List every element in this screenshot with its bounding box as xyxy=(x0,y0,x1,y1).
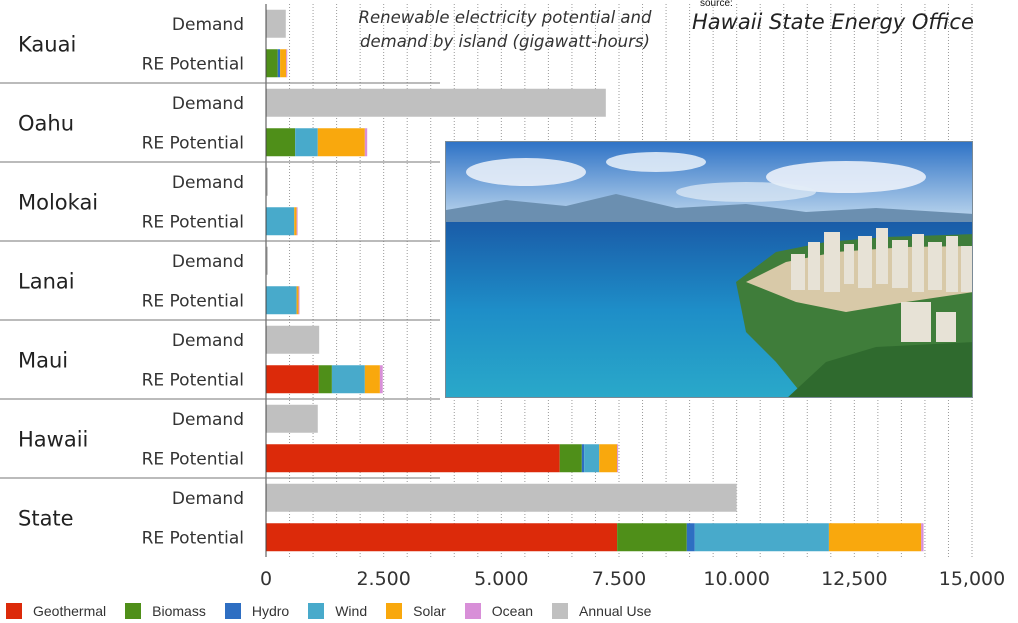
x-axis-ticks: 0 2.500 5.000 7.500 10.000 12,500 15,000 xyxy=(260,568,1005,590)
legend-item: Annual Use xyxy=(552,603,651,619)
bar-segment-wind xyxy=(584,444,600,473)
row-label: Demand xyxy=(172,410,244,430)
row-label: RE Potential xyxy=(142,133,244,153)
source-name: Hawaii State Energy Office xyxy=(692,10,974,34)
island-label: Kauai xyxy=(18,33,76,57)
bar-segment-ocean xyxy=(364,128,368,157)
bar-segment-geothermal xyxy=(266,523,618,552)
bar-segment-solar xyxy=(828,523,922,552)
bar-segment-ocean xyxy=(298,286,300,315)
legend-label: Hydro xyxy=(251,603,290,619)
bar-segment-annual-use xyxy=(266,9,286,38)
row-label: Demand xyxy=(172,489,244,509)
row-label: RE Potential xyxy=(142,54,244,74)
bar-segment-biomass xyxy=(559,444,582,473)
bar-segment-annual-use xyxy=(266,483,737,512)
legend-swatch xyxy=(125,603,142,619)
honolulu-coastline-photo xyxy=(445,141,973,398)
x-tick-label: 12,500 xyxy=(821,568,887,590)
chart-title: Renewable electricity potential and dema… xyxy=(358,8,652,51)
bar-segment-annual-use xyxy=(266,88,606,117)
legend: Geothermal Biomass Hydro Wind Solar Ocean Annu… xyxy=(6,601,670,621)
x-tick-label: 0 xyxy=(260,568,272,590)
bar-segment-geothermal xyxy=(266,444,560,473)
group-separators xyxy=(0,4,440,557)
bar-segment-wind xyxy=(266,286,297,315)
bar-segment-annual-use xyxy=(266,167,268,196)
legend-swatch xyxy=(6,603,22,619)
row-label: Demand xyxy=(172,15,244,35)
legend-label: Solar xyxy=(413,603,446,619)
bar-segment-hydro xyxy=(277,49,281,78)
bar-segment-biomass xyxy=(266,128,296,157)
bar-segment-ocean xyxy=(286,49,288,78)
x-tick-label: 2.500 xyxy=(356,568,410,590)
bar-segment-wind xyxy=(331,365,365,394)
legend-label: Wind xyxy=(335,603,368,619)
bar-segment-annual-use xyxy=(266,325,320,354)
bar-segment-solar xyxy=(364,365,380,394)
bar-segment-annual-use xyxy=(266,246,268,275)
legend-swatch xyxy=(308,603,325,619)
legend-item: Biomass xyxy=(125,603,206,619)
bar-segment-wind xyxy=(266,207,295,236)
legend-swatch xyxy=(386,603,403,619)
legend-swatch xyxy=(464,603,481,619)
bar-segment-ocean xyxy=(921,523,924,552)
bar-segment-hydro xyxy=(686,523,695,552)
legend-swatch xyxy=(552,603,569,619)
row-label: Demand xyxy=(172,331,244,351)
row-label: RE Potential xyxy=(142,528,244,548)
bar-segment-ocean xyxy=(617,444,619,473)
bar-segment-hydro xyxy=(581,444,585,473)
bar-segment-ocean xyxy=(379,365,383,394)
bars xyxy=(266,9,924,552)
row-label: RE Potential xyxy=(142,212,244,232)
bar-segment-solar xyxy=(296,286,299,315)
row-label: RE Potential xyxy=(142,291,244,311)
legend-label: Biomass xyxy=(152,603,206,619)
island-label: Oahu xyxy=(18,112,74,136)
bar-segment-biomass xyxy=(318,365,332,394)
legend-item: Wind xyxy=(308,603,367,619)
source-caption: source: xyxy=(700,0,733,9)
legend-item: Ocean xyxy=(464,603,534,619)
bar-segment-geothermal xyxy=(266,365,319,394)
bar-segment-annual-use xyxy=(266,404,318,433)
island-label: State xyxy=(18,507,74,531)
island-label: Hawaii xyxy=(18,428,88,452)
bar-segment-solar xyxy=(599,444,618,473)
bar-segment-wind xyxy=(694,523,829,552)
x-tick-label: 7.500 xyxy=(592,568,646,590)
island-label: Molokai xyxy=(18,191,98,215)
x-tick-label: 5.000 xyxy=(474,568,528,590)
legend-label: Annual Use xyxy=(579,603,652,619)
bar-segment-solar xyxy=(317,128,365,157)
island-label: Maui xyxy=(18,349,68,373)
bar-segment-solar xyxy=(294,207,297,236)
legend-item: Hydro xyxy=(224,603,290,619)
x-tick-label: 15,000 xyxy=(939,568,1005,590)
legend-label: Ocean xyxy=(491,603,534,619)
bar-segment-biomass xyxy=(266,49,278,78)
legend-swatch xyxy=(224,603,241,619)
row-label: Demand xyxy=(172,94,244,114)
x-tick-label: 10.000 xyxy=(703,568,769,590)
row-labels: Kauai Demand RE Potential Oahu Demand RE Pote… xyxy=(18,15,244,549)
row-label: Demand xyxy=(172,252,244,272)
bar-segment-ocean xyxy=(296,207,298,236)
legend-label: Geothermal xyxy=(33,603,107,619)
row-label: RE Potential xyxy=(142,370,244,390)
bar-segment-biomass xyxy=(617,523,687,552)
row-label: Demand xyxy=(172,173,244,193)
legend-item: Solar xyxy=(386,603,446,619)
bar-segment-solar xyxy=(280,49,287,78)
island-label: Lanai xyxy=(18,270,75,294)
row-label: RE Potential xyxy=(142,449,244,469)
bar-segment-wind xyxy=(295,128,318,157)
legend-item: Geothermal xyxy=(6,603,106,619)
